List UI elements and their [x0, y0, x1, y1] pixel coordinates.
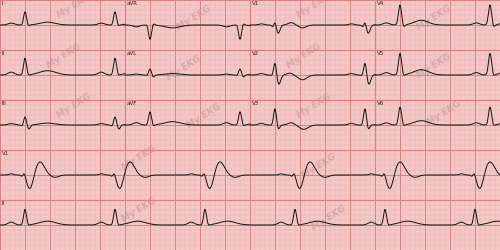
Text: V1: V1 — [2, 151, 9, 156]
Text: My EKG: My EKG — [120, 196, 158, 224]
Text: aVR: aVR — [127, 1, 138, 6]
Text: My EKG: My EKG — [310, 204, 348, 232]
Text: V5: V5 — [377, 51, 384, 56]
Text: My EKG: My EKG — [175, 4, 212, 32]
Text: My EKG: My EKG — [425, 99, 463, 127]
Text: My EKG: My EKG — [120, 144, 158, 172]
Text: V1: V1 — [252, 1, 259, 6]
Text: My EKG: My EKG — [45, 42, 82, 70]
Text: My EKG: My EKG — [415, 52, 453, 80]
Text: My EKG: My EKG — [285, 42, 323, 70]
Text: I: I — [2, 1, 4, 6]
Text: V4: V4 — [377, 1, 384, 6]
Text: My EKG: My EKG — [295, 0, 333, 20]
Text: My EKG: My EKG — [55, 0, 92, 20]
Text: V2: V2 — [252, 51, 259, 56]
Text: V6: V6 — [377, 101, 384, 106]
Text: aVL: aVL — [127, 51, 137, 56]
Text: My EKG: My EKG — [165, 54, 202, 82]
Text: V3: V3 — [252, 101, 259, 106]
Text: II: II — [2, 51, 5, 56]
Text: III: III — [2, 101, 7, 106]
Text: II: II — [2, 201, 5, 206]
Text: My EKG: My EKG — [300, 152, 338, 180]
Text: My EKG: My EKG — [55, 92, 92, 120]
Text: My EKG: My EKG — [295, 92, 333, 120]
Text: aVF: aVF — [127, 101, 138, 106]
Text: My EKG: My EKG — [185, 102, 222, 130]
Text: My EKG: My EKG — [415, 4, 453, 32]
